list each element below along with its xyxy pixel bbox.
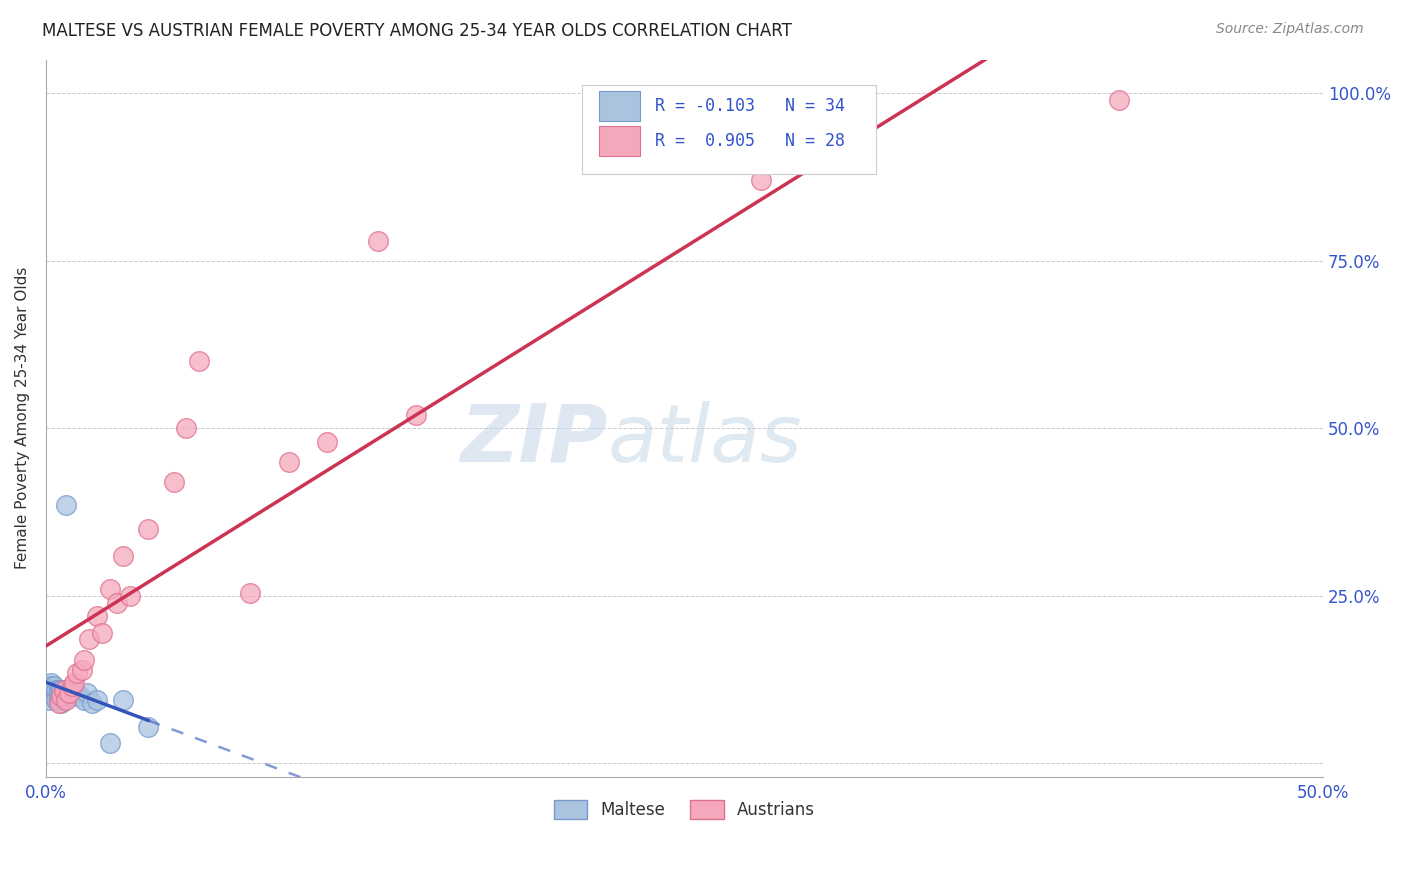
Point — [60, 690, 83, 704]
Text: R =  0.905   N = 28: R = 0.905 N = 28 — [655, 132, 845, 150]
Point — [58, 686, 80, 700]
Point — [79, 632, 101, 647]
FancyBboxPatch shape — [599, 126, 640, 156]
Text: R = -0.103   N = 34: R = -0.103 N = 34 — [655, 97, 845, 115]
Point — [48, 682, 70, 697]
Point — [63, 682, 86, 697]
Point — [188, 354, 211, 368]
Point — [316, 434, 339, 449]
Point — [111, 549, 134, 563]
Point — [73, 693, 96, 707]
Point — [63, 676, 86, 690]
Point — [45, 693, 67, 707]
Point — [58, 686, 80, 700]
Point — [67, 690, 90, 704]
Y-axis label: Female Poverty Among 25-34 Year Olds: Female Poverty Among 25-34 Year Olds — [15, 267, 30, 569]
Point — [76, 686, 98, 700]
Point — [1108, 93, 1130, 107]
Point — [42, 679, 65, 693]
Point — [176, 421, 198, 435]
Point — [239, 585, 262, 599]
Point — [91, 625, 114, 640]
Point — [55, 693, 77, 707]
Point — [163, 475, 186, 489]
Point — [52, 693, 75, 707]
Point — [39, 686, 62, 700]
Point — [48, 696, 70, 710]
Point — [55, 682, 77, 697]
Point — [51, 690, 73, 704]
FancyBboxPatch shape — [582, 85, 876, 174]
Point — [42, 690, 65, 704]
Point — [45, 682, 67, 697]
Point — [111, 693, 134, 707]
Point — [38, 693, 60, 707]
Point — [51, 690, 73, 704]
Point — [52, 682, 75, 697]
Point — [86, 693, 108, 707]
Point — [42, 682, 65, 697]
Point — [52, 686, 75, 700]
Point — [48, 686, 70, 700]
Point — [367, 234, 389, 248]
Text: ZIP: ZIP — [461, 401, 607, 479]
Point — [70, 663, 93, 677]
Point — [80, 696, 103, 710]
Point — [73, 652, 96, 666]
Text: Source: ZipAtlas.com: Source: ZipAtlas.com — [1216, 22, 1364, 37]
Point — [98, 582, 121, 597]
Legend: Maltese, Austrians: Maltese, Austrians — [547, 793, 823, 826]
Point — [277, 455, 299, 469]
Point — [749, 173, 772, 187]
FancyBboxPatch shape — [599, 91, 640, 121]
Point — [39, 679, 62, 693]
Point — [45, 686, 67, 700]
Point — [405, 408, 427, 422]
Point — [120, 589, 142, 603]
Point — [60, 679, 83, 693]
Point — [86, 609, 108, 624]
Point — [98, 736, 121, 750]
Point — [55, 499, 77, 513]
Point — [65, 686, 87, 700]
Text: MALTESE VS AUSTRIAN FEMALE POVERTY AMONG 25-34 YEAR OLDS CORRELATION CHART: MALTESE VS AUSTRIAN FEMALE POVERTY AMONG… — [42, 22, 792, 40]
Point — [38, 686, 60, 700]
Point — [38, 682, 60, 697]
Point — [65, 665, 87, 680]
Point — [39, 676, 62, 690]
Text: atlas: atlas — [607, 401, 803, 479]
Point — [107, 596, 129, 610]
Point — [51, 696, 73, 710]
Point — [51, 682, 73, 697]
Point — [136, 720, 159, 734]
Point — [48, 693, 70, 707]
Point — [136, 522, 159, 536]
